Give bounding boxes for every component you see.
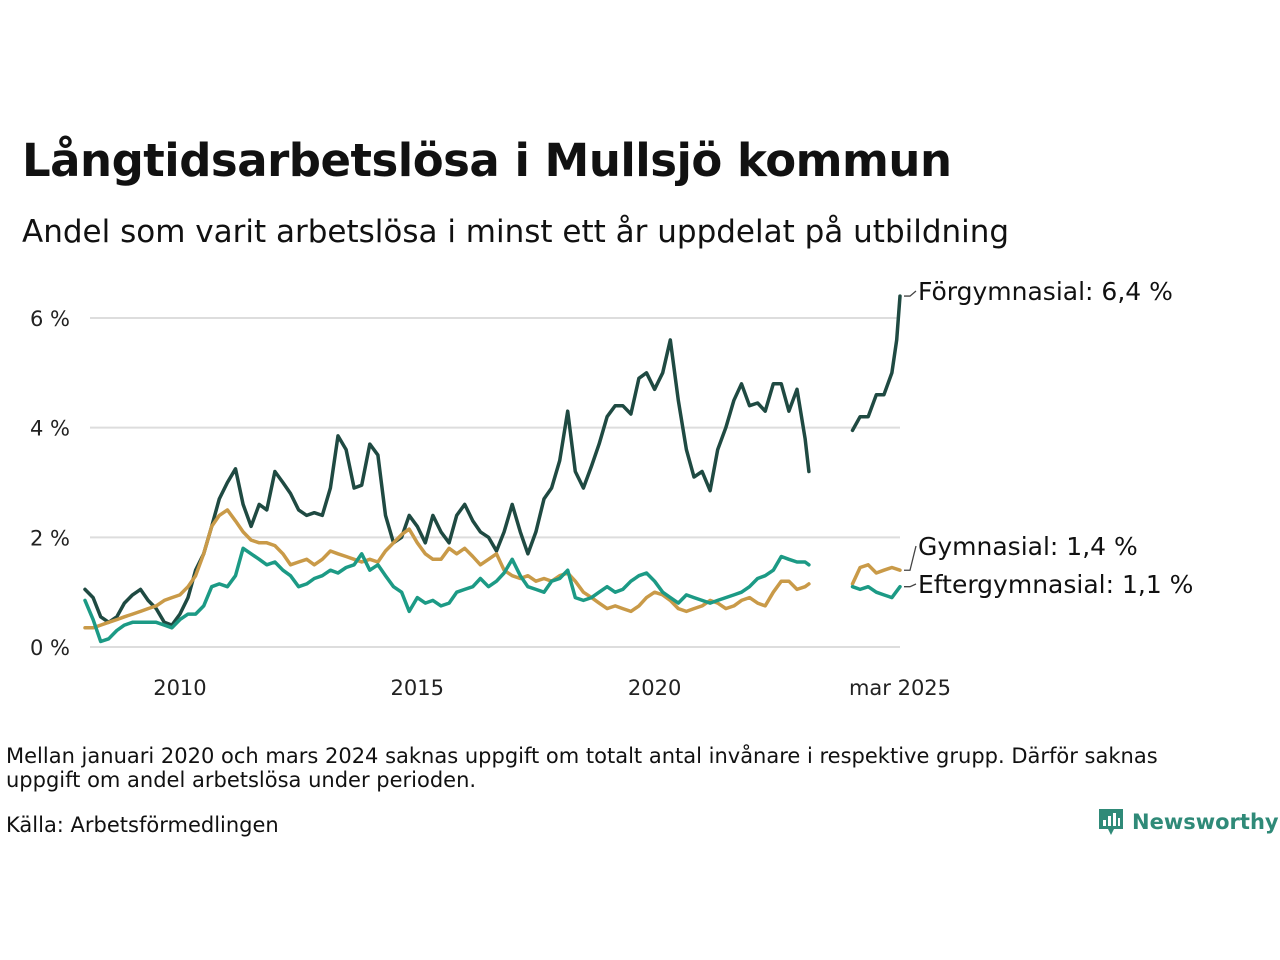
newsworthy-logo: Newsworthy — [1098, 808, 1279, 836]
y-tick-label: 6 % — [30, 307, 70, 331]
series-line-förgymnasial — [83, 338, 811, 627]
series-line-eftergymnasial — [850, 584, 902, 600]
x-tick-label: 2015 — [391, 676, 444, 700]
series-line-gymnasial — [83, 508, 811, 630]
logo-text: Newsworthy — [1132, 810, 1279, 834]
series-line-förgymnasial — [850, 294, 902, 433]
series-end-label-gymnasial: Gymnasial: 1,4 % — [918, 532, 1138, 561]
y-tick-label: 2 % — [30, 526, 70, 550]
footnote: Mellan januari 2020 och mars 2024 saknas… — [6, 744, 1158, 792]
x-tick-label: mar 2025 — [849, 676, 951, 700]
logo-icon — [1099, 809, 1123, 835]
chart-subtitle: Andel som varit arbetslösa i minst ett å… — [22, 214, 1010, 250]
x-tick-label: 2010 — [153, 676, 206, 700]
y-tick-label: 4 % — [30, 417, 70, 441]
x-tick-label: 2020 — [628, 676, 681, 700]
label-connector — [904, 290, 917, 297]
y-tick-label: 0 % — [30, 636, 70, 660]
label-connector — [904, 545, 917, 571]
series-end-label-förgymnasial: Förgymnasial: 6,4 % — [918, 277, 1173, 306]
source-text: Källa: Arbetsförmedlingen — [6, 813, 279, 837]
label-connector — [904, 583, 917, 588]
chart-title: Långtidsarbetslösa i Mullsjö kommun — [22, 134, 952, 187]
series-end-label-eftergymnasial: Eftergymnasial: 1,1 % — [918, 570, 1193, 599]
series-line-eftergymnasial — [83, 546, 811, 644]
series-line-gymnasial — [850, 563, 902, 586]
